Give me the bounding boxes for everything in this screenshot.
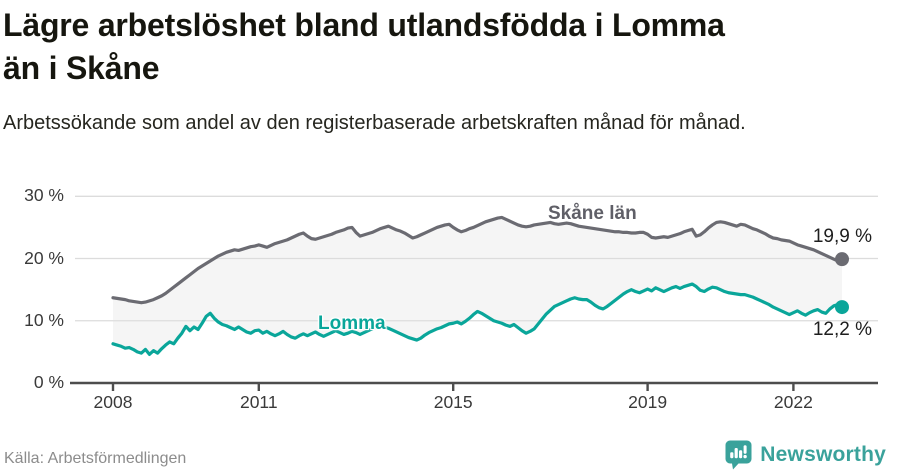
y-tick-label: 0 % bbox=[33, 372, 64, 392]
source-note: Källa: Arbetsförmedlingen bbox=[4, 450, 187, 467]
y-tick-label: 30 % bbox=[24, 185, 64, 206]
series-label-skane: Skåne län bbox=[548, 203, 637, 224]
y-tick-label: 10 % bbox=[24, 309, 64, 330]
title-line-2: än i Skåne bbox=[3, 50, 160, 86]
chart-subtitle: Arbetssökande som andel av den registerb… bbox=[3, 112, 746, 134]
x-tick-label: 2019 bbox=[628, 392, 668, 412]
x-tick-label: 2008 bbox=[93, 392, 133, 412]
title-line-1: Lägre arbetslöshet bland utlandsfödda i … bbox=[3, 7, 725, 43]
newsworthy-logo: Newsworthy bbox=[725, 440, 886, 470]
end-value-skane: 19,9 % bbox=[812, 226, 872, 247]
newsworthy-logo-icon bbox=[725, 440, 752, 470]
x-tick-label: 2015 bbox=[433, 392, 473, 412]
newsworthy-logo-text: Newsworthy bbox=[760, 443, 886, 466]
end-value-lomma: 12,2 % bbox=[812, 319, 872, 340]
y-tick-label: 20 % bbox=[24, 247, 64, 268]
x-tick-label: 2011 bbox=[239, 392, 278, 412]
page-title: Lägre arbetslöshet bland utlandsfödda i … bbox=[3, 4, 725, 90]
series-label-lomma: Lomma bbox=[318, 313, 386, 334]
x-tick-label: 2022 bbox=[773, 392, 813, 412]
